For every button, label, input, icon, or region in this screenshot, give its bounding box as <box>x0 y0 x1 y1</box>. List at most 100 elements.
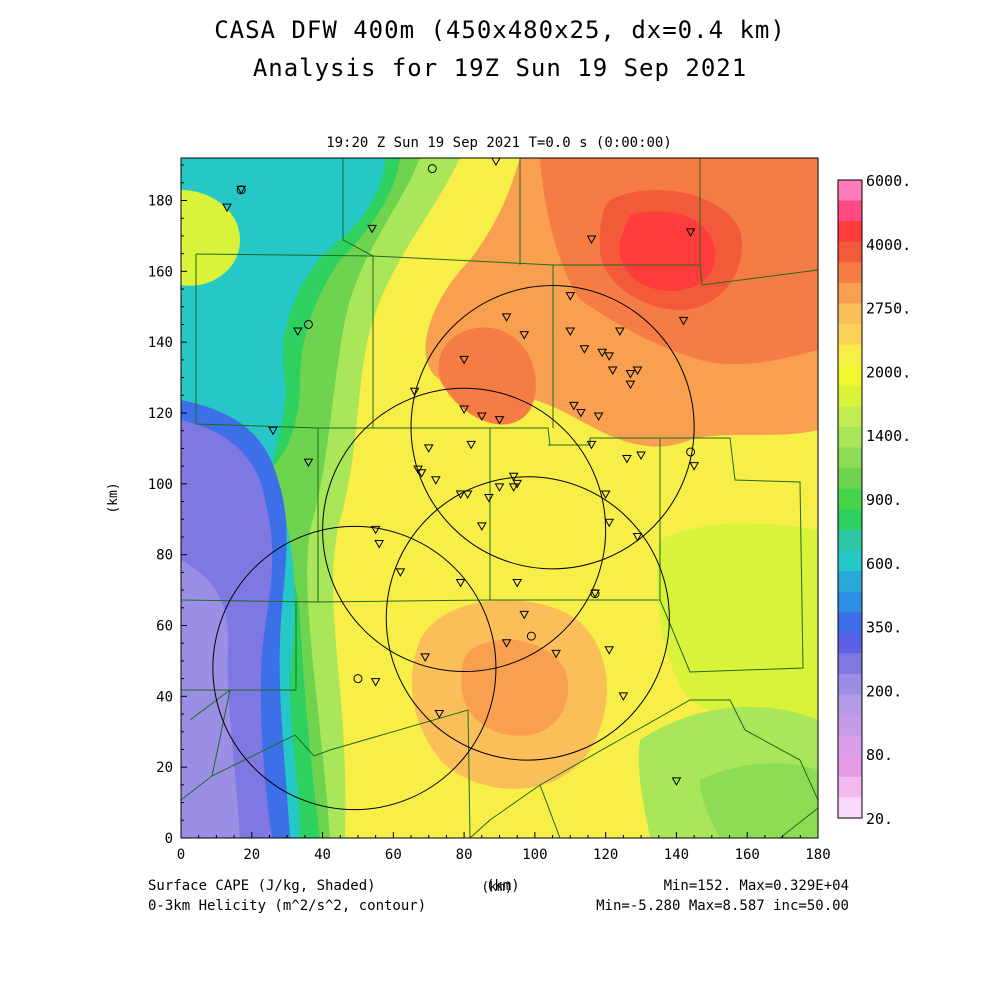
station-triangle-marker <box>671 777 682 786</box>
y-tick-label: 100 <box>148 477 173 493</box>
colorbar-swatch <box>838 241 862 263</box>
radar-range-rings <box>212 285 695 811</box>
colorbar: 6000. 4000. 2750. 2000. 1400. 900. 600. 350. 200… <box>837 172 911 828</box>
station-triangle-marker <box>600 490 611 499</box>
station-circle-marker <box>590 589 600 599</box>
station-triangle-marker <box>597 348 607 358</box>
colorbar-swatch <box>838 653 862 675</box>
colorbar-swatch <box>838 488 862 510</box>
colorbar-swatch <box>838 715 862 737</box>
station-triangle-marker <box>519 610 530 620</box>
colorbar-label: 1400. <box>866 427 911 445</box>
x-axis: 0 20 40 60 80 100 120 140 160 180 <box>177 832 831 863</box>
station-triangle-marker <box>607 366 618 376</box>
x-tick-label: 20 <box>243 847 260 863</box>
station-triangle-marker <box>476 522 487 531</box>
station-circle-marker <box>353 674 363 684</box>
colorbar-swatch <box>838 509 862 531</box>
y-tick-label: 80 <box>156 548 173 564</box>
station-triangle-marker <box>586 440 597 450</box>
y-tick-label: 120 <box>148 406 173 422</box>
station-markers <box>222 158 700 786</box>
station-triangle-marker <box>501 313 512 322</box>
station-triangle-marker <box>395 568 406 577</box>
colorbar-swatch <box>838 447 862 469</box>
colorbar-swatch <box>838 365 862 387</box>
y-tick-label: 0 <box>165 831 173 847</box>
station-triangle-marker <box>512 579 523 588</box>
colorbar-label: 20. <box>866 810 893 828</box>
station-triangle-marker <box>565 292 576 301</box>
station-circle-marker <box>303 319 313 329</box>
station-triangle-marker <box>374 540 385 549</box>
station-triangle-marker <box>459 405 469 414</box>
field-statistics: Min=152. Max=0.329E+04 Min=-5.280 Max=8.… <box>596 876 849 916</box>
station-triangle-marker <box>568 401 579 411</box>
station-triangle-marker <box>455 579 466 588</box>
station-triangle-marker <box>678 316 689 326</box>
colorbar-swatch <box>838 180 862 202</box>
station-triangle-marker <box>508 472 519 482</box>
station-triangle-marker <box>625 380 636 390</box>
y-axis-label: (km) <box>106 482 121 513</box>
station-triangle-marker <box>512 479 523 489</box>
station-triangle-marker <box>636 451 646 461</box>
field-descriptions: Surface CAPE (J/kg, Shaded) 0-3km Helici… <box>148 876 426 916</box>
x-tick-label: 160 <box>735 847 760 863</box>
station-triangle-marker <box>494 483 505 492</box>
colorbar-swatch <box>838 571 862 593</box>
contour-field-stats: Min=-5.280 Max=8.587 inc=50.00 <box>596 898 849 914</box>
station-triangle-marker <box>632 532 643 542</box>
colorbar-swatch <box>838 344 862 366</box>
colorbar-swatch <box>838 324 862 346</box>
station-triangle-marker <box>494 416 505 425</box>
station-circle-marker <box>236 185 246 195</box>
station-circle-marker <box>427 164 437 174</box>
y-tick-label: 140 <box>148 335 173 351</box>
station-circle-marker <box>686 447 696 457</box>
station-triangle-marker <box>586 235 597 244</box>
station-triangle-marker <box>622 455 632 464</box>
radar-ring-2 <box>322 387 607 673</box>
y-tick-label: 160 <box>148 264 173 280</box>
station-triangle-marker <box>303 458 314 468</box>
station-triangle-marker <box>423 444 434 453</box>
station-triangle-marker <box>409 387 420 397</box>
x-tick-label: 0 <box>177 847 185 863</box>
contour-field-label: 0-3km Helicity (m^2/s^2, contour) <box>148 898 427 914</box>
station-triangle-marker <box>579 345 590 354</box>
x-tick-label: 180 <box>805 847 830 863</box>
valid-time-label: 19:20 Z Sun 19 Sep 2021 T=0.0 s (0:00:00… <box>326 135 672 151</box>
station-triangle-marker <box>551 649 561 659</box>
station-triangle-marker <box>604 646 615 655</box>
x-tick-label: 100 <box>522 847 547 863</box>
colorbar-label: 6000. <box>866 172 911 190</box>
colorbar-label: 2750. <box>866 300 911 318</box>
colorbar-swatch <box>838 632 862 654</box>
station-triangle-marker <box>367 224 377 234</box>
station-triangle-marker <box>484 494 494 503</box>
station-triangle-marker <box>370 525 381 535</box>
colorbar-swatch <box>838 221 862 243</box>
y-tick-label: 60 <box>156 619 173 635</box>
colorbar-label: 2000. <box>866 363 911 381</box>
station-triangle-marker <box>430 476 441 485</box>
shaded-field-stats: Min=152. Max=0.329E+04 <box>663 878 849 894</box>
chart-title-line2: Analysis for 19Z Sun 19 Sep 2021 <box>252 54 748 82</box>
station-triangle-marker <box>508 483 519 492</box>
colorbar-swatch <box>838 673 862 696</box>
colorbar-swatch <box>838 529 862 551</box>
colorbar-swatch <box>838 797 862 819</box>
station-triangle-marker <box>434 710 445 719</box>
colorbar-label: 200. <box>866 682 902 700</box>
colorbar-label: 4000. <box>866 236 911 254</box>
station-triangle-marker <box>565 327 576 337</box>
colorbar-swatch <box>838 550 862 572</box>
station-triangle-marker <box>501 639 512 648</box>
station-triangle-marker <box>268 426 278 436</box>
station-triangle-marker <box>614 327 625 337</box>
x-tick-label: 140 <box>664 847 689 863</box>
station-triangle-marker <box>420 653 431 662</box>
colorbar-swatch <box>838 303 862 325</box>
